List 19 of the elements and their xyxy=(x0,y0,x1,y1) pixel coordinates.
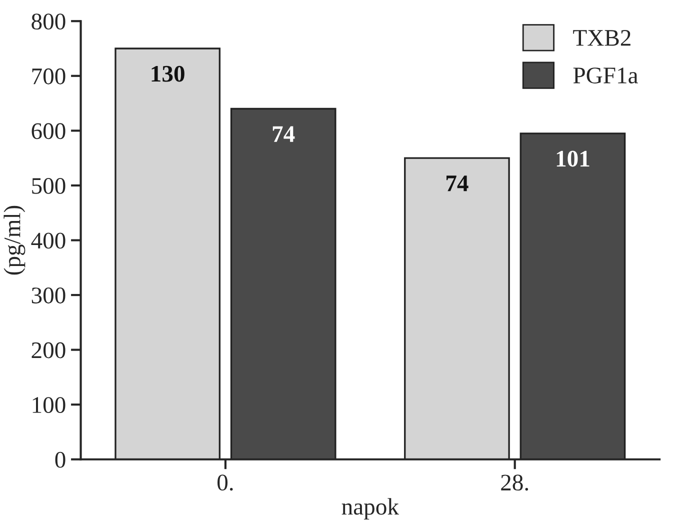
legend-label: PGF1a xyxy=(573,68,638,84)
y-tick-label: 600 xyxy=(32,123,66,140)
x-tick-label: 0. xyxy=(218,474,233,491)
x-tick-label: 28. xyxy=(501,474,528,491)
y-tick-label: 200 xyxy=(32,342,66,358)
y-tick-label: 300 xyxy=(32,288,66,304)
y-tick-label: 400 xyxy=(31,232,66,249)
y-tick-label: 0 xyxy=(55,452,66,468)
annotation: 74 xyxy=(446,176,468,192)
annotation: 74 xyxy=(272,126,295,142)
y-tick-label: 800 xyxy=(32,14,66,30)
x-axis-title: napok xyxy=(342,498,399,520)
y-tick-label: 700 xyxy=(32,68,66,84)
y-axis-title: (pg/ml) xyxy=(4,206,26,275)
y-tick-label: 100 xyxy=(32,397,66,414)
legend-label: TXB2 xyxy=(573,30,630,46)
y-tick-label: 500 xyxy=(32,178,66,194)
annotation: 130 xyxy=(152,66,184,82)
annotation: 101 xyxy=(556,150,590,167)
